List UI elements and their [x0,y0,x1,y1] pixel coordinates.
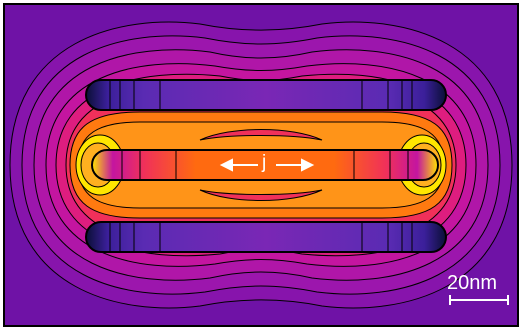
scale-bar-label: 20nm [447,272,498,294]
middle-rod [91,149,439,181]
scale-bar [449,295,509,305]
lower-rod [85,221,447,253]
lower-saddle [199,189,323,201]
current-arrows [219,158,315,172]
upper-saddle [199,129,323,141]
upper-rod [85,79,447,111]
